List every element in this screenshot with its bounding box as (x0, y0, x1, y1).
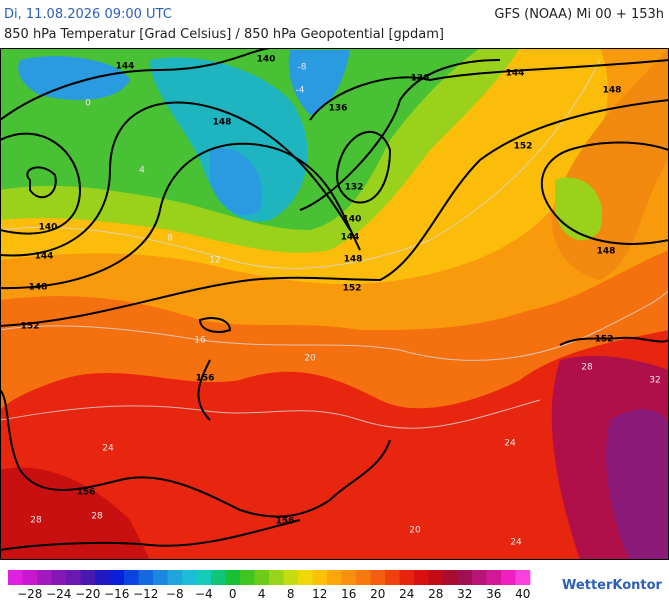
model: GFS (NOAA) Mi 00 + 153h (494, 7, 664, 22)
colorbar-label: −28 (17, 587, 42, 600)
geopotential-label: 156 (276, 517, 295, 527)
colorbar-swatch (399, 570, 415, 585)
temperature-label: 28 (581, 363, 593, 373)
temperature-label: 16 (194, 336, 206, 346)
map: 144 140 148 136 136 144 148 152 132 140 144 148 152 1… (0, 48, 669, 560)
colorbar-swatch (269, 570, 284, 585)
geopotential-label: 140 (257, 55, 276, 65)
colorbar-swatch (225, 570, 241, 585)
geopotential-label: 148 (213, 118, 232, 128)
colorbar-label: 28 (428, 587, 443, 600)
colorbar-label: 20 (370, 587, 385, 600)
geopotential-label: 152 (595, 335, 614, 345)
geopotential-label: 148 (29, 283, 48, 293)
temperature-label: -4 (296, 86, 305, 96)
temperature-label: 28 (91, 512, 103, 522)
colorbar-swatch (428, 570, 444, 585)
colorbar-swatch (153, 570, 168, 585)
colorbar-swatch (370, 570, 386, 585)
colorbar-label: −8 (166, 587, 184, 600)
geopotential-label: 156 (77, 488, 96, 498)
colorbar-swatch (22, 570, 38, 585)
subtitle: 850 hPa Temperatur [Grad Celsius] / 850 … (4, 27, 444, 42)
temperature-label: 32 (649, 376, 660, 386)
geopotential-label: 152 (343, 284, 362, 294)
colorbar-swatch (283, 570, 299, 585)
colorbar-label: −20 (75, 587, 100, 600)
geopotential-label: 148 (603, 86, 622, 96)
colorbar-swatch (109, 570, 125, 585)
colorbar-label: −16 (104, 587, 129, 600)
temperature-label: 24 (102, 444, 114, 454)
temperature-label: 0 (85, 99, 91, 109)
colorbar-label: 4 (258, 587, 266, 600)
colorbar-swatch (80, 570, 96, 585)
geopotential-label: 140 (343, 215, 362, 225)
geopotential-label: 144 (341, 233, 360, 243)
colorbar-swatch (124, 570, 139, 585)
colorbar-swatch (443, 570, 458, 585)
colorbar-swatch (312, 570, 328, 585)
geopotential-label: 136 (411, 74, 430, 84)
geopotential-label: 144 (116, 62, 135, 72)
temperature-label: -8 (298, 63, 307, 73)
temperature-label: 4 (139, 166, 145, 176)
geopotential-label: 152 (21, 322, 40, 332)
colorbar-swatch (182, 570, 197, 585)
colorbar-swatch (356, 570, 371, 585)
temperature-label: 8 (167, 234, 173, 244)
colorbar-swatch (196, 570, 212, 585)
colorbar-label: −12 (133, 587, 158, 600)
colorbar-swatch (472, 570, 487, 585)
geopotential-label: 132 (345, 183, 364, 193)
temperature-label: 12 (209, 256, 220, 266)
geopotential-label: 144 (35, 252, 54, 262)
temperature-label: 20 (304, 354, 316, 364)
colorbar-swatch (515, 570, 531, 585)
colorbar-swatch (138, 570, 154, 585)
colorbar-swatch (51, 570, 67, 585)
colorbar-swatch (66, 570, 81, 585)
temperature-label: 20 (409, 526, 421, 536)
colorbar-label: 24 (399, 587, 414, 600)
colorbar-swatch (95, 570, 110, 585)
colorbar-label: 16 (341, 587, 356, 600)
temperature-label: 28 (30, 516, 42, 526)
temperature-label: 24 (504, 439, 516, 449)
colorbar-swatch (298, 570, 313, 585)
colorbar-swatch (501, 570, 516, 585)
colorbar-swatch (341, 570, 357, 585)
colorbar-label: 0 (229, 587, 237, 600)
colorbar-swatch (457, 570, 473, 585)
geopotential-label: 144 (506, 69, 525, 79)
colorbar-swatch (37, 570, 52, 585)
colorbar-swatch (240, 570, 255, 585)
colorbar-swatch (486, 570, 502, 585)
colorbar-label: 32 (457, 587, 472, 600)
date: Di, 11.08.2026 09:00 UTC (4, 7, 172, 22)
colorbar-swatch (327, 570, 342, 585)
colorbar-swatch (254, 570, 270, 585)
colorbar-swatch (167, 570, 183, 585)
colorbar-swatch (211, 570, 226, 585)
colorbar-label: −24 (46, 587, 71, 600)
colorbar-label: 8 (287, 587, 295, 600)
colorbar: −28 −24 −20 −16 −12 −8 −4 0 4 8 12 16 20 24 28 32 36 40 (8, 570, 530, 600)
colorbar-label: 36 (486, 587, 501, 600)
geopotential-label: 140 (39, 223, 58, 233)
temperature-label: 24 (510, 538, 522, 548)
geopotential-label: 148 (597, 247, 616, 257)
geopotential-label: 136 (329, 104, 348, 114)
geopotential-label: 156 (196, 374, 215, 384)
colorbar-label: 12 (312, 587, 327, 600)
colorbar-swatch (8, 570, 23, 585)
colorbar-label: −4 (195, 587, 213, 600)
geopotential-label: 148 (344, 255, 363, 265)
colorbar-swatch (414, 570, 429, 585)
brand: WetterKontor (562, 578, 663, 593)
colorbar-label: 40 (515, 587, 530, 600)
colorbar-swatch (385, 570, 400, 585)
geopotential-label: 152 (514, 142, 533, 152)
